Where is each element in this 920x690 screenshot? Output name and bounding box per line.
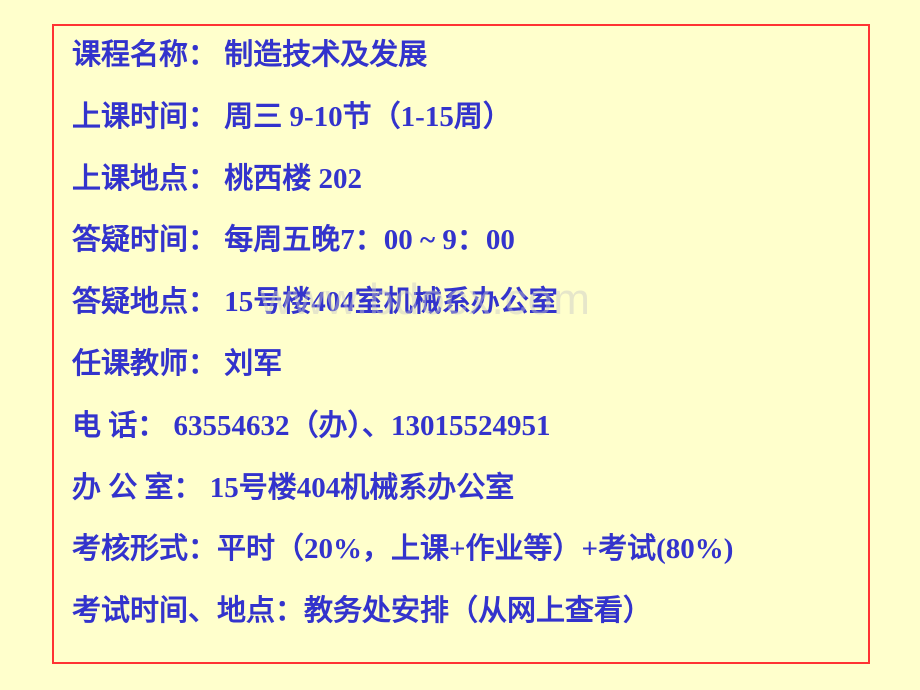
assessment-label: 考核形式： bbox=[72, 532, 217, 567]
qa-location-label: 答疑地点： bbox=[72, 285, 217, 320]
class-time-line: 上课时间： 周三 9-10节（1-15周） bbox=[72, 100, 850, 135]
class-location-label: 上课地点： bbox=[72, 162, 217, 197]
phone-value: 63554632（办）、13015524951 bbox=[166, 410, 550, 442]
exam-info-line: 考试时间、地点：教务处安排（从网上查看） bbox=[72, 594, 850, 629]
class-time-value: 周三 9-10节（1-15周） bbox=[217, 101, 512, 133]
class-location-line: 上课地点： 桃西楼 202 bbox=[72, 162, 850, 197]
course-info-box: 课程名称： 制造技术及发展 上课时间： 周三 9-10节（1-15周） 上课地点… bbox=[52, 24, 870, 664]
class-time-label: 上课时间： bbox=[72, 100, 217, 135]
exam-info-value: 教务处安排（从网上查看） bbox=[304, 595, 652, 627]
teacher-line: 任课教师： 刘军 bbox=[72, 347, 850, 382]
class-location-value: 桃西楼 202 bbox=[217, 163, 362, 195]
teacher-label: 任课教师： bbox=[72, 347, 217, 382]
assessment-line: 考核形式：平时（20%，上课+作业等）+考试(80%) bbox=[72, 532, 850, 567]
course-name-line: 课程名称： 制造技术及发展 bbox=[72, 38, 850, 73]
course-name-label: 课程名称： bbox=[72, 38, 217, 73]
phone-line: 电 话： 63554632（办）、13015524951 bbox=[72, 409, 850, 444]
qa-location-line: 答疑地点： 15号楼404室机械系办公室 bbox=[72, 285, 850, 320]
qa-time-label: 答疑时间： bbox=[72, 223, 217, 258]
office-line: 办 公 室： 15号楼404机械系办公室 bbox=[72, 471, 850, 506]
qa-location-value: 15号楼404室机械系办公室 bbox=[217, 286, 558, 318]
course-name-value: 制造技术及发展 bbox=[217, 39, 427, 71]
office-value: 15号楼404机械系办公室 bbox=[203, 472, 515, 504]
office-label: 办 公 室： bbox=[72, 471, 203, 506]
assessment-value: 平时（20%，上课+作业等）+考试(80%) bbox=[217, 533, 733, 565]
qa-time-line: 答疑时间： 每周五晚7：00 ~ 9：00 bbox=[72, 223, 850, 258]
phone-label: 电 话： bbox=[72, 409, 166, 444]
qa-time-value: 每周五晚7：00 ~ 9：00 bbox=[217, 224, 515, 256]
exam-info-label: 考试时间、地点： bbox=[72, 594, 304, 629]
teacher-value: 刘军 bbox=[217, 348, 282, 380]
